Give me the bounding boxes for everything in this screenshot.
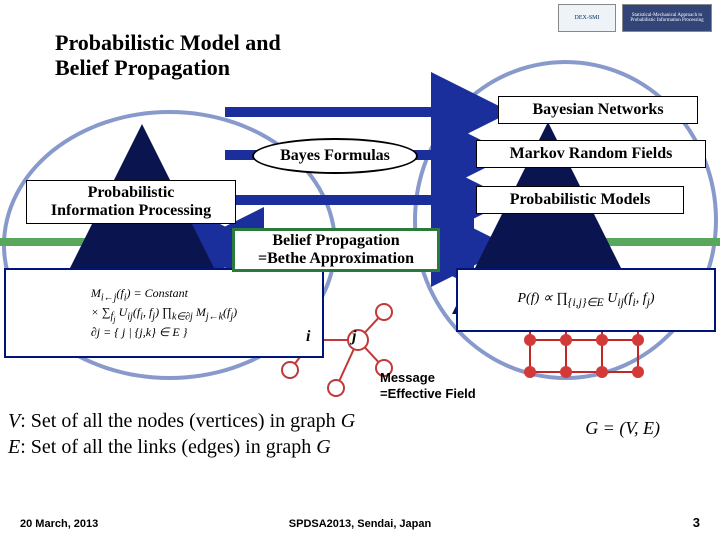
logo-dex-smi: DEX-SMI <box>558 4 616 32</box>
message-label: Message =Effective Field <box>380 370 476 401</box>
box-bayesian-networks: Bayesian Networks <box>498 96 698 124</box>
graph-definition-caption: V: Set of all the nodes (vertices) in gr… <box>8 408 355 460</box>
oval-bayes-formulas: Bayes Formulas <box>252 138 418 174</box>
formula-right: P(f) ∝ ∏{i,j}∈E Uij(fi, fj) <box>456 268 716 332</box>
pip-l1: Probabilistic <box>88 184 175 202</box>
box-belief-propagation: Belief Propagation =Bethe Approximation <box>232 228 440 272</box>
footer-page: 3 <box>693 515 700 530</box>
title-line1: Probabilistic Model and <box>55 30 281 55</box>
formula-left-text: Mi←j(fi) = Constant× ∑fj Uij(fi, fj) ∏k∈… <box>91 286 237 341</box>
bp-l1: Belief Propagation <box>272 232 399 250</box>
pip-l2: Information Processing <box>51 202 211 220</box>
message-l2: =Effective Field <box>380 386 476 401</box>
formula-right-text: P(f) ∝ ∏{i,j}∈E Uij(fi, fj) <box>517 290 654 310</box>
box-prob-info-processing: Probabilistic Information Processing <box>26 180 236 224</box>
graph-g-equals: G = (V, E) <box>585 418 660 439</box>
box-markov-random-fields: Markov Random Fields <box>476 140 706 168</box>
header-logos: DEX-SMI Statistical-Mechanical Approach … <box>558 4 712 32</box>
footer-venue: SPDSA2013, Sendai, Japan <box>0 518 720 530</box>
logo-smapi: Statistical-Mechanical Approach to Proba… <box>622 4 712 32</box>
formula-left: Mi←j(fi) = Constant× ∑fj Uij(fi, fj) ∏k∈… <box>4 268 324 358</box>
bp-l2: =Bethe Approximation <box>258 250 414 268</box>
message-l1: Message <box>380 370 435 385</box>
label-i: i <box>306 328 310 346</box>
slide-title: Probabilistic Model and Belief Propagati… <box>55 30 281 81</box>
label-j: j <box>352 328 356 346</box>
title-line2: Belief Propagation <box>55 55 230 80</box>
box-probabilistic-models: Probabilistic Models <box>476 186 684 214</box>
